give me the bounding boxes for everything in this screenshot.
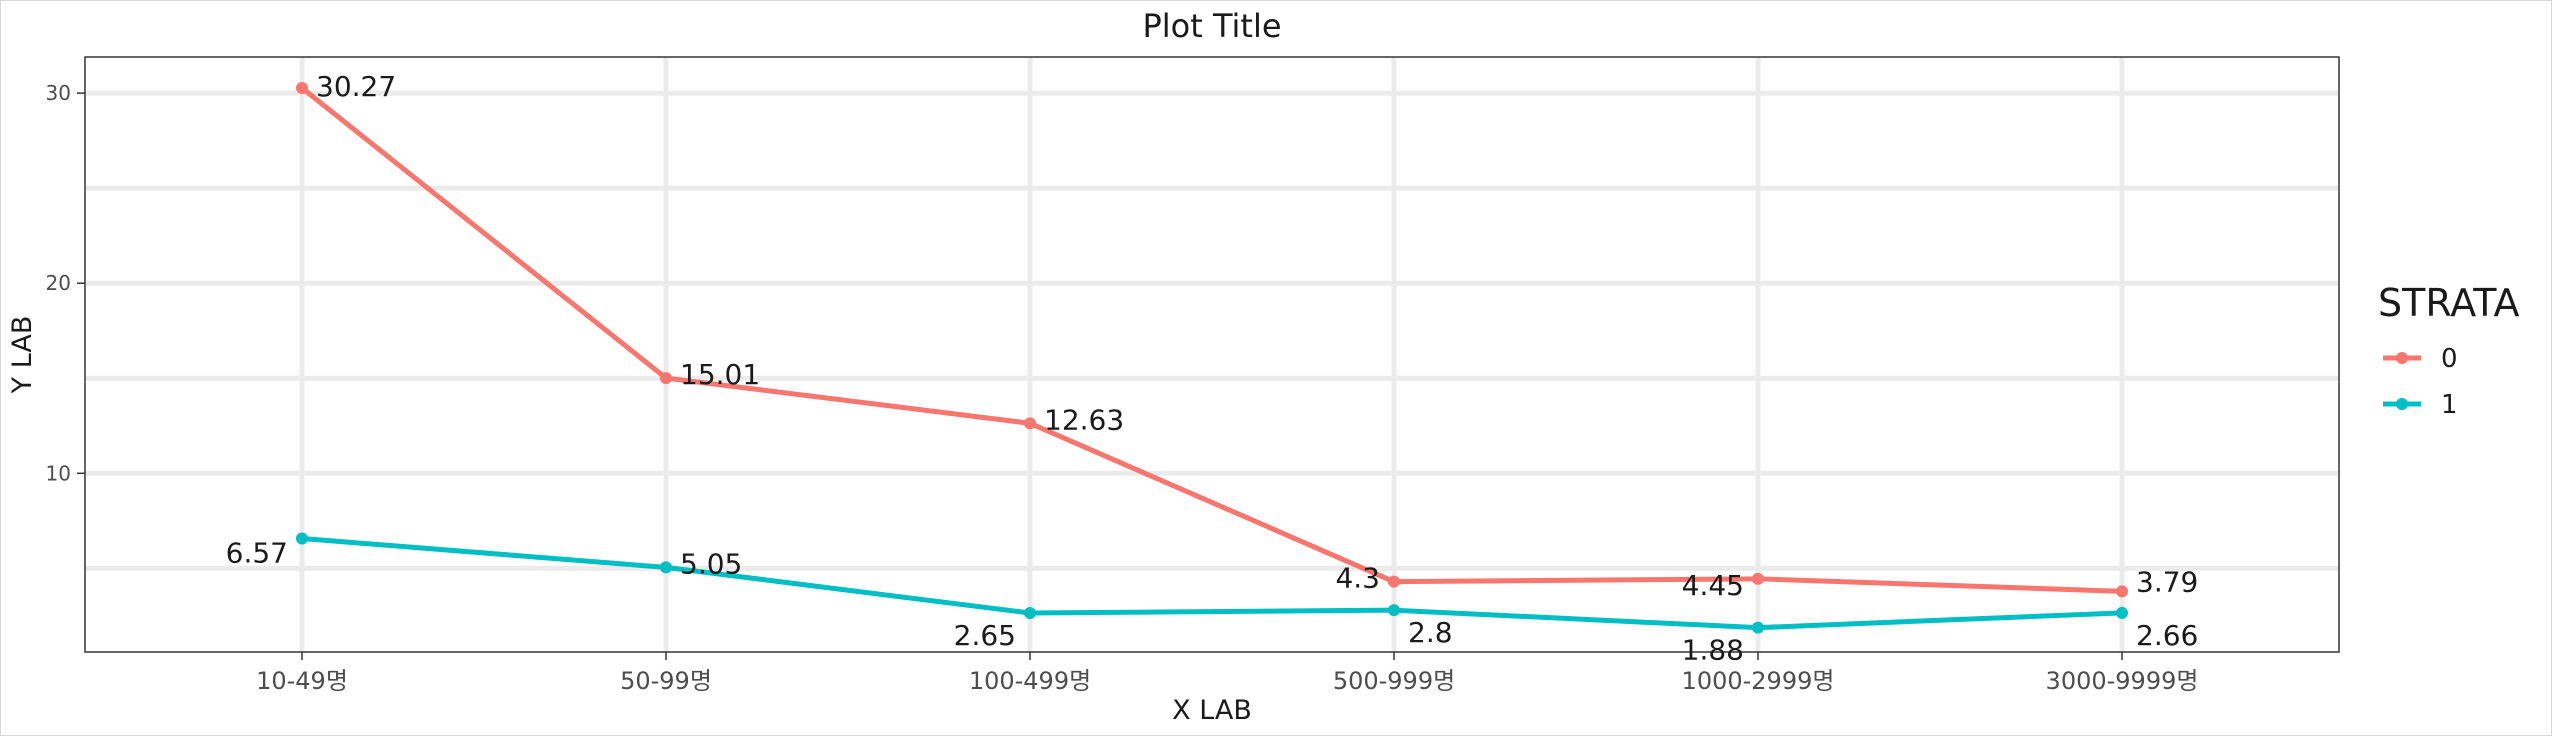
x-tick-label: 1000-2999명: [1682, 667, 1835, 695]
legend-key-point: [2396, 398, 2408, 410]
x-tick-label: 50-99명: [620, 667, 712, 695]
y-tick-label: 30: [46, 81, 71, 105]
data-label: 5.05: [680, 547, 742, 580]
legend-item-label: 0: [2441, 344, 2458, 374]
x-tick-label: 10-49명: [256, 667, 348, 695]
series-line-0: [300, 86, 2123, 594]
data-point: [1388, 604, 1400, 617]
plot-panel-border: [84, 56, 2340, 653]
data-label: 1.88: [1682, 634, 1744, 667]
data-point: [1752, 621, 1764, 634]
legend-title: STRATA: [2378, 281, 2520, 325]
data-labels-group: 30.27 15.01 12.63 4.3 4.45 3.79 6.57 5.05 2.65 2.…: [226, 70, 2199, 667]
series-line-1: [301, 536, 2123, 631]
data-label: 15.01: [680, 358, 760, 391]
data-label: 2.8: [1408, 616, 1453, 649]
data-point: [660, 561, 672, 574]
x-axis-label: X LAB: [1172, 695, 1252, 726]
data-label: 12.63: [1044, 403, 1124, 436]
legend-key-point: [2396, 352, 2408, 364]
data-point: [1752, 572, 1764, 585]
data-label: 4.3: [1335, 562, 1380, 595]
x-tick-label: 3000-9999명: [2046, 667, 2199, 695]
data-point: [1024, 607, 1036, 620]
y-axis-label: Y LAB: [7, 316, 38, 395]
data-point: [1388, 575, 1400, 588]
y-axis-ticks: 10 20 30: [46, 81, 85, 485]
data-label: 2.65: [954, 619, 1016, 652]
data-point: [2116, 585, 2128, 598]
data-point: [1024, 417, 1036, 430]
chart-title: Plot Title: [1142, 7, 1281, 45]
y-tick-label: 10: [46, 461, 71, 485]
data-label: 6.57: [226, 537, 288, 570]
legend-item-label: 1: [2441, 390, 2458, 420]
x-axis-ticks: 10-49명 50-99명 100-499명 500-999명 1000-2999명 30…: [256, 652, 2198, 695]
data-label: 3.79: [2136, 565, 2198, 598]
data-label: 30.27: [316, 70, 396, 103]
data-label: 4.45: [1682, 569, 1744, 602]
data-point: [296, 532, 308, 545]
legend: STRATA 01: [2378, 281, 2520, 420]
data-point: [296, 81, 308, 94]
y-tick-label: 20: [46, 271, 71, 295]
x-tick-label: 100-499명: [969, 667, 1091, 695]
data-point: [2116, 606, 2128, 619]
data-point: [660, 372, 672, 385]
legend-items: 01: [2383, 344, 2458, 420]
data-label: 2.66: [2136, 619, 2198, 652]
series-group: [296, 81, 2128, 634]
grid-lines: [85, 57, 2339, 652]
x-tick-label: 500-999명: [1333, 667, 1455, 695]
